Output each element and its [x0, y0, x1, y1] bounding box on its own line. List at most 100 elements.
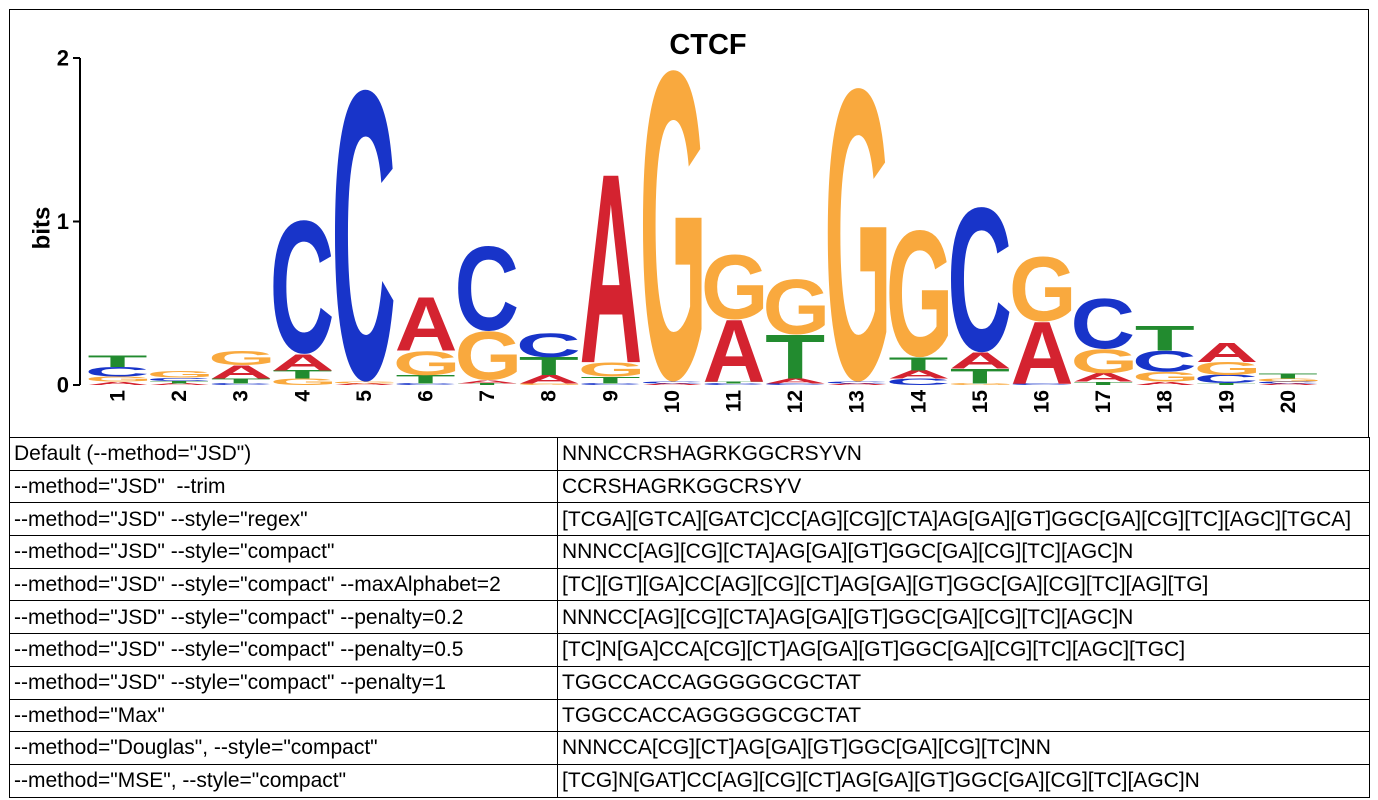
logo-letter-A-pos17: A: [1072, 371, 1135, 384]
table-row: --method="Douglas", --style="compact" NN…: [9, 731, 1370, 765]
logo-letter-T-pos3: T: [211, 377, 271, 385]
x-tick-label: 8: [538, 390, 561, 402]
consensus-cell: NNNCCRSHAGRKGGCRSYVN: [557, 437, 1370, 471]
logo-letter-C-pos15: C: [947, 165, 1012, 394]
logo-letter-C-pos8: C: [516, 326, 581, 364]
logo-letter-C-pos1: C: [85, 364, 150, 380]
logo-letter-A-pos19: A: [1196, 337, 1259, 368]
consensus-cell: NNNCCA[CG][CT]AG[GA][GT]GGC[GA][CG][TC]N…: [557, 731, 1370, 765]
option-cell: --method="JSD" --style="compact" --penal…: [9, 665, 558, 700]
logo-letter-T-pos9: T: [580, 375, 640, 385]
logo-letter-A-pos16: A: [1011, 303, 1074, 402]
x-tick-label: 3: [230, 390, 253, 402]
logo-letter-T-pos2: T: [149, 380, 209, 384]
logo-letter-A-pos14: A: [888, 368, 951, 381]
logo-letter-C-pos20: C: [1255, 381, 1320, 384]
logo-letter-G-pos17: G: [1071, 342, 1138, 381]
logo-letter-G-pos16: G: [1009, 237, 1076, 340]
logo-letter-T-pos4: T: [272, 368, 332, 381]
logo-letter-T-pos6: T: [396, 373, 456, 386]
option-cell: --method="Douglas", --style="compact": [9, 731, 558, 765]
logo-letter-C-pos19: C: [1194, 373, 1259, 386]
consensus-cell: CCRSHAGRKGGCRSYV: [557, 469, 1370, 504]
consensus-cell: TGGCCACCAGGGGGCGCTAT: [557, 698, 1370, 733]
x-tick-label: 20: [1277, 390, 1300, 413]
logo-letter-C-pos12: C: [763, 383, 828, 386]
table-row: Default (--method="JSD") NNNCCRSHAGRKGGC…: [9, 437, 1370, 471]
logo-letter-G-pos4: G: [270, 377, 337, 387]
logo-letter-C-pos9: C: [578, 383, 643, 386]
logo-letter-T-pos18: T: [1135, 319, 1195, 358]
logo-letter-T-pos1: T: [88, 352, 148, 370]
logo-letter-A-pos20: A: [1257, 383, 1320, 386]
option-cell: --method="JSD" --style="compact" --penal…: [9, 600, 558, 635]
logo-letter-A-pos5: A: [333, 383, 396, 386]
logo-letter-T-pos11: T: [704, 381, 764, 384]
logo-letter-A-pos7: A: [456, 379, 519, 384]
logo-letter-A-pos2: A: [148, 383, 211, 386]
x-tick-label: 4: [291, 390, 314, 402]
logo-letter-T-pos19: T: [1196, 383, 1256, 386]
logo-letter-G-pos14: G: [886, 192, 953, 393]
logo-letter-A-pos13: A: [826, 383, 889, 386]
logo-letter-A-pos18: A: [1134, 381, 1197, 386]
x-ticks: 1 2 3 4 5 6 7 8 9 10 11 12 13 14 15 16 17 18 19 20: [107, 390, 1300, 414]
logo-letter-A-pos12: A: [764, 377, 827, 385]
logo-letter-G-pos20: G: [1255, 378, 1322, 383]
logo-letter-C-pos13: C: [824, 381, 889, 384]
x-tick-label: 12: [784, 390, 807, 413]
logo-letter-C-pos5: C: [331, 6, 396, 437]
table-row: --method="JSD" --style="regex" [TCGA][GT…: [9, 502, 1370, 537]
consensus-cell: NNNCC[AG][CG][CTA]AG[GA][GT]GGC[GA][CG][…: [557, 535, 1370, 569]
logo-letter-C-pos11: C: [701, 383, 766, 386]
x-tick-label: 14: [907, 390, 930, 414]
table-row: --method="JSD" --style="compact" --penal…: [9, 665, 1370, 700]
logo-letter-C-pos18: C: [1132, 345, 1197, 378]
logo-letter-A-pos11: A: [703, 302, 766, 401]
option-cell: --method="JSD" --style="compact" --maxAl…: [9, 567, 558, 602]
options-table: Default (--method="JSD") NNNCCRSHAGRKGGC…: [9, 437, 1370, 798]
logo-letter-A-pos6: A: [395, 282, 458, 367]
logo-letter-C-pos2: C: [147, 377, 212, 382]
logo-letter-T-pos12: T: [765, 321, 825, 392]
x-tick-label: 13: [846, 390, 869, 413]
logo-letter-G-pos8: G: [516, 383, 583, 386]
logo-letter-T-pos8: T: [519, 352, 579, 381]
x-tick-label: 18: [1154, 390, 1177, 414]
logo-letter-T-pos15: T: [950, 365, 1010, 388]
logo-letter-A-pos15: A: [949, 348, 1012, 374]
logo-letters: AGCTATCGCTAGGTACAGCCTGATAGCGATCCTGAACGCT…: [85, 0, 1323, 437]
logo-letter-C-pos16: C: [1009, 383, 1074, 386]
logo-letter-C-pos10: C: [639, 381, 704, 384]
table-row: --method="Max" TGGCCACCAGGGGGCGCTAT: [9, 698, 1370, 733]
option-cell: Default (--method="JSD"): [9, 437, 558, 471]
logo-letter-T-pos20: T: [1258, 372, 1318, 380]
table-row: --method="JSD" --style="compact" --penal…: [9, 600, 1370, 635]
logo-letter-T-pos14: T: [888, 353, 948, 374]
option-cell: --method="Max": [9, 698, 558, 733]
x-tick-label: 5: [353, 390, 376, 402]
logo-letter-G-pos7: G: [455, 317, 522, 395]
x-tick-label: 17: [1092, 390, 1115, 413]
logo-letter-G-pos6: G: [393, 343, 460, 382]
option-cell: --method="JSD" --style="compact" --penal…: [9, 633, 558, 667]
logo-letter-G-pos15: G: [947, 383, 1014, 386]
logo-letter-G-pos13: G: [824, 4, 891, 437]
logo-letter-T-pos7: T: [457, 383, 517, 386]
logo-letter-C-pos14: C: [886, 377, 951, 387]
consensus-cell: TGGCCACCAGGGGGCGCTAT: [557, 665, 1370, 700]
y-tick-label: 1: [57, 209, 69, 234]
logo-letter-C-pos4: C: [270, 182, 335, 393]
logo-letter-G-pos18: G: [1132, 369, 1199, 384]
logo-letter-A-pos10: A: [641, 383, 704, 386]
chart-title: CTCF: [669, 29, 746, 61]
table-row: --method="JSD" --style="compact" NNNCC[A…: [9, 535, 1370, 569]
logo-letter-G-pos5: G: [331, 381, 398, 384]
logo-letter-G-pos1: G: [85, 375, 152, 383]
y-axis-label: bits: [29, 207, 56, 250]
table-row: --method="JSD" --style="compact" --maxAl…: [9, 567, 1370, 602]
x-tick-label: 10: [661, 390, 684, 413]
logo-letter-A-pos8: A: [518, 373, 581, 386]
logo-letter-G-pos3: G: [208, 347, 275, 370]
logo-letter-A-pos9: A: [580, 117, 643, 420]
